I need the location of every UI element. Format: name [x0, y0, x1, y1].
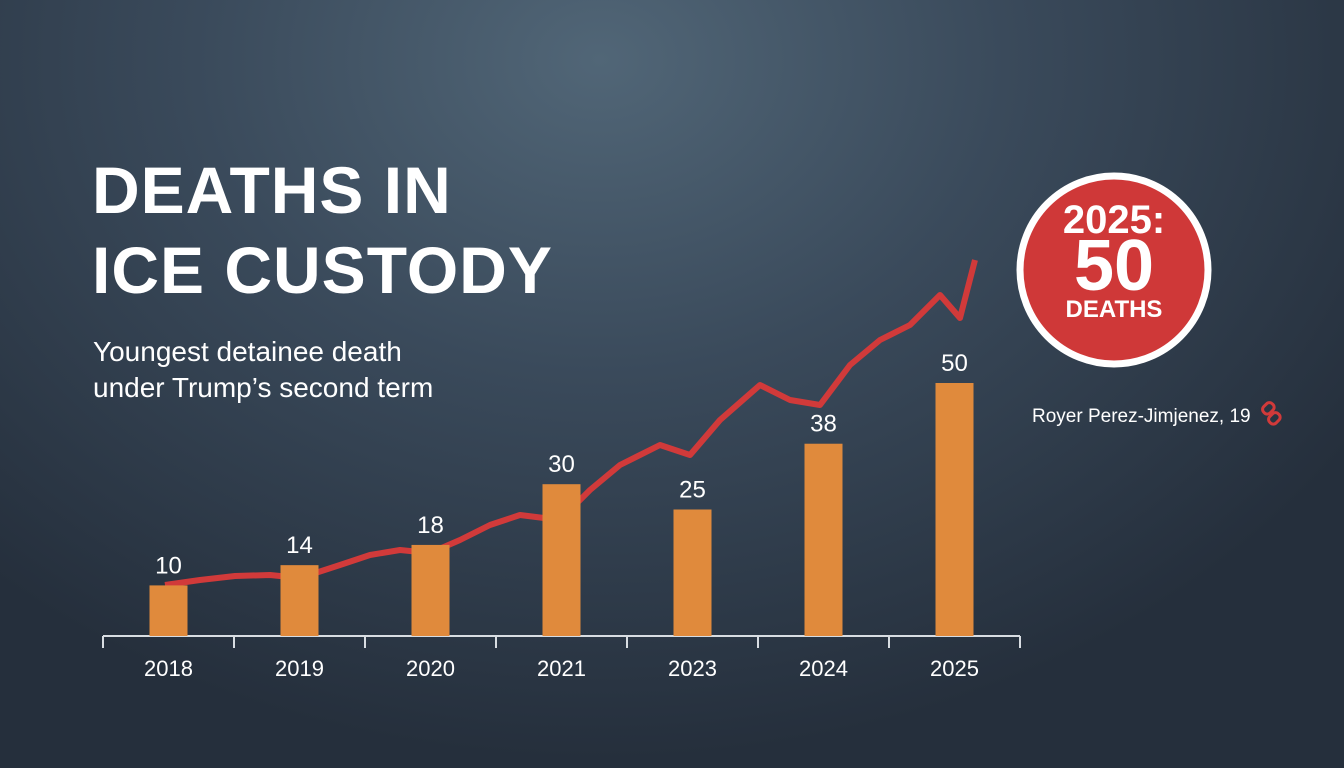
subtitle: Youngest detainee death under Trump’s se… [93, 334, 433, 406]
x-tick-label: 2018 [144, 656, 193, 681]
bar [280, 565, 319, 636]
x-tick-label: 2021 [537, 656, 586, 681]
x-tick-label: 2020 [406, 656, 455, 681]
subtitle-line: Youngest detainee death [93, 336, 402, 367]
value-label: 10 [155, 552, 182, 579]
callout-unit: DEATHS [1066, 296, 1163, 323]
callout-year: 2025: [1063, 198, 1165, 242]
x-tick-label: 2025 [930, 656, 979, 681]
annotation: Royer Perez-Jimjenez, 19 [1032, 406, 1251, 427]
bar [673, 509, 712, 636]
bar [411, 544, 450, 636]
x-tick-label: 2023 [668, 656, 717, 681]
value-label: 25 [679, 477, 706, 504]
x-tick-label: 2019 [275, 656, 324, 681]
value-label: 50 [941, 350, 968, 377]
title-line: DEATHS IN [92, 153, 452, 227]
subtitle-line: under Trump’s second term [93, 372, 434, 403]
bar [935, 383, 974, 636]
bar [804, 443, 843, 636]
x-tick-label: 2024 [799, 656, 848, 681]
callout-circle [1016, 172, 1212, 368]
link-icon [1261, 401, 1282, 426]
callout-value: 50 [1074, 226, 1154, 306]
title: DEATHS IN ICE CUSTODY [92, 150, 553, 310]
bar [149, 585, 188, 636]
value-label: 30 [548, 451, 575, 478]
title-line: ICE CUSTODY [92, 233, 553, 307]
value-label: 38 [810, 411, 837, 438]
bar [542, 484, 581, 636]
value-label: 14 [286, 532, 313, 559]
value-label: 18 [417, 512, 444, 539]
